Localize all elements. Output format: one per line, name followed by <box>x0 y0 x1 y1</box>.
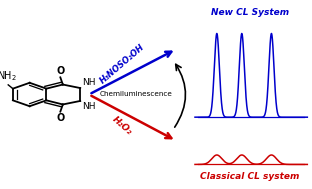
Text: NH$_2$: NH$_2$ <box>0 69 17 83</box>
Text: NH: NH <box>82 77 95 87</box>
Text: O: O <box>56 113 65 123</box>
Text: Chemiluminescence: Chemiluminescence <box>99 91 172 97</box>
Text: Classical CL system: Classical CL system <box>200 172 299 181</box>
Text: H₂O₂: H₂O₂ <box>110 115 134 137</box>
Text: H₃NOSO₂OH: H₃NOSO₂OH <box>98 42 146 85</box>
Text: NH: NH <box>82 102 95 112</box>
Text: O: O <box>56 66 65 76</box>
Text: New CL System: New CL System <box>211 8 289 17</box>
